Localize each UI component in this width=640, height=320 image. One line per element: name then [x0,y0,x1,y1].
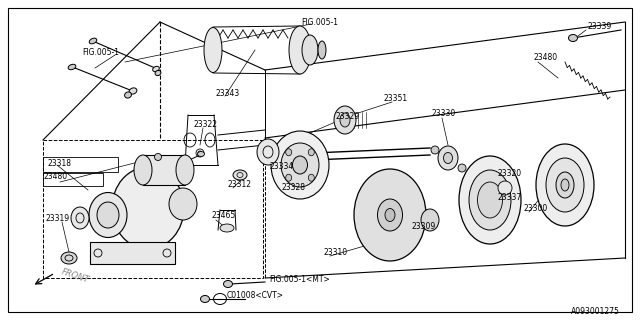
Ellipse shape [318,41,326,59]
Ellipse shape [477,182,502,218]
Ellipse shape [285,149,292,156]
Ellipse shape [233,170,247,180]
Text: 23465: 23465 [211,211,236,220]
Text: FRONT: FRONT [60,267,90,285]
Ellipse shape [285,174,292,181]
Ellipse shape [112,167,184,249]
Ellipse shape [257,139,279,165]
Ellipse shape [421,209,439,231]
Bar [143,155,185,185]
Text: C01008<CVT>: C01008<CVT> [227,292,284,300]
Text: FIG.005-1: FIG.005-1 [82,47,119,57]
Ellipse shape [281,143,319,187]
Ellipse shape [556,172,574,198]
Text: 23480: 23480 [534,52,558,61]
Ellipse shape [89,193,127,237]
Text: A093001275: A093001275 [571,308,620,316]
Ellipse shape [68,64,76,70]
Text: 23351: 23351 [383,93,407,102]
Ellipse shape [61,252,77,264]
Ellipse shape [431,146,439,154]
Ellipse shape [71,207,89,229]
Ellipse shape [302,35,318,65]
Bar [43,140,263,278]
Ellipse shape [198,151,205,156]
Text: 23480: 23480 [44,172,68,180]
Ellipse shape [153,66,159,72]
Bar [90,242,175,264]
Text: FIG.005-1: FIG.005-1 [301,18,338,27]
Ellipse shape [438,146,458,170]
Ellipse shape [458,164,466,172]
Text: 23328: 23328 [282,182,306,191]
Ellipse shape [561,179,569,191]
Text: 23330: 23330 [432,108,456,117]
Ellipse shape [176,155,194,185]
Text: 23312: 23312 [228,180,252,188]
Bar [43,157,118,172]
Text: 23300: 23300 [524,204,548,212]
Text: 23343: 23343 [215,89,239,98]
Ellipse shape [385,209,395,221]
Ellipse shape [292,156,307,174]
Text: 23310: 23310 [323,247,347,257]
Ellipse shape [334,106,356,134]
Text: 23334: 23334 [269,162,293,171]
Text: 23322: 23322 [193,119,217,129]
Text: 23337: 23337 [497,193,521,202]
Text: 23318: 23318 [47,158,71,167]
Ellipse shape [200,295,209,302]
Ellipse shape [271,131,329,199]
Text: 23320: 23320 [497,169,521,178]
Ellipse shape [354,169,426,261]
Ellipse shape [536,144,594,226]
Text: 23319: 23319 [45,213,69,222]
Ellipse shape [498,181,512,195]
Ellipse shape [289,26,311,74]
Ellipse shape [568,35,577,42]
Ellipse shape [129,88,137,94]
Ellipse shape [155,70,161,76]
Text: 23339: 23339 [587,21,611,30]
Ellipse shape [134,155,152,185]
Ellipse shape [97,202,119,228]
Text: 23329: 23329 [336,111,360,121]
Ellipse shape [204,28,222,73]
Ellipse shape [223,281,232,287]
Ellipse shape [125,92,131,98]
Ellipse shape [308,149,314,156]
Text: FIG.005-1<MT>: FIG.005-1<MT> [269,276,330,284]
Ellipse shape [220,224,234,232]
Ellipse shape [469,170,511,230]
Ellipse shape [378,199,403,231]
Ellipse shape [308,174,314,181]
Ellipse shape [154,154,161,161]
Ellipse shape [169,188,197,220]
Text: 23309: 23309 [412,221,436,230]
Ellipse shape [89,38,97,44]
Ellipse shape [459,156,521,244]
Ellipse shape [546,158,584,212]
Ellipse shape [444,153,452,164]
Ellipse shape [340,113,350,127]
Bar [43,173,103,186]
